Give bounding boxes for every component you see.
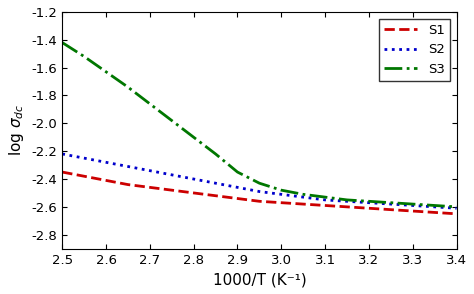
S2	[59, 152, 65, 156]
S3	[344, 198, 350, 202]
S1	[125, 183, 131, 186]
S3	[125, 85, 131, 89]
S2	[147, 169, 153, 173]
Line: S3: S3	[62, 43, 456, 207]
Y-axis label: log $\sigma_{dc}$: log $\sigma_{dc}$	[7, 104, 26, 156]
S1	[169, 188, 174, 192]
S3	[256, 181, 262, 185]
S3	[454, 205, 459, 209]
S3	[432, 204, 438, 207]
S3	[235, 170, 240, 174]
S1	[256, 200, 262, 203]
S1	[366, 206, 372, 210]
S2	[344, 200, 350, 203]
S2	[103, 161, 109, 164]
S2	[169, 173, 174, 177]
Line: S1: S1	[62, 172, 456, 214]
S1	[344, 205, 350, 209]
S2	[301, 195, 306, 199]
S2	[410, 204, 416, 207]
S3	[213, 152, 219, 156]
Legend: S1, S2, S3: S1, S2, S3	[379, 19, 450, 81]
S1	[103, 179, 109, 182]
S1	[322, 204, 328, 207]
S1	[432, 211, 438, 214]
S3	[366, 200, 372, 203]
S2	[454, 206, 459, 210]
S3	[301, 193, 306, 196]
S3	[322, 195, 328, 199]
S3	[82, 55, 87, 58]
S2	[278, 193, 284, 196]
S1	[301, 202, 306, 206]
S3	[191, 136, 197, 139]
S2	[191, 177, 197, 181]
S1	[59, 170, 65, 174]
S2	[82, 156, 87, 160]
S1	[388, 208, 394, 211]
S2	[388, 202, 394, 206]
S3	[410, 202, 416, 206]
S2	[322, 198, 328, 202]
Line: S2: S2	[62, 154, 456, 208]
S2	[256, 190, 262, 193]
S3	[147, 102, 153, 106]
S2	[125, 165, 131, 168]
S3	[388, 201, 394, 204]
S1	[213, 194, 219, 198]
S3	[278, 188, 284, 192]
S1	[147, 186, 153, 189]
S1	[235, 197, 240, 200]
S3	[169, 119, 174, 122]
S1	[410, 209, 416, 213]
S2	[235, 186, 240, 189]
S3	[103, 70, 109, 74]
S1	[278, 201, 284, 204]
S1	[454, 212, 459, 216]
S1	[82, 174, 87, 178]
S2	[366, 201, 372, 204]
S3	[59, 41, 65, 44]
S2	[213, 181, 219, 185]
X-axis label: 1000/T (K⁻¹): 1000/T (K⁻¹)	[212, 272, 306, 287]
S2	[432, 205, 438, 209]
S1	[191, 191, 197, 195]
